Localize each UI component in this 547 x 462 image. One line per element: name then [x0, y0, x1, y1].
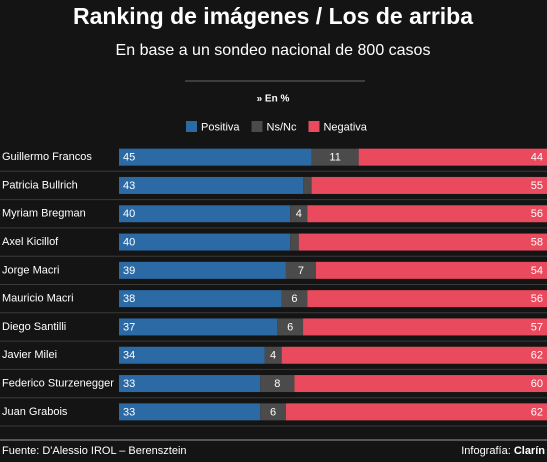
bar-segment	[119, 403, 261, 421]
bar-segment	[358, 148, 547, 166]
bar-segment	[285, 261, 316, 279]
unit-note: » En %	[257, 94, 290, 105]
credit-brand: Clarín	[514, 445, 545, 457]
bar-segment	[303, 176, 312, 194]
credit-label: Infografía:	[461, 445, 514, 457]
value-label: 11	[329, 152, 340, 164]
category-label: Jorge Macri	[2, 264, 59, 276]
bar-segment	[294, 375, 547, 393]
bar-segment	[303, 318, 547, 336]
value-label: 58	[531, 236, 543, 248]
bar-segment	[290, 205, 308, 223]
bar-segment	[119, 148, 312, 166]
category-label: Federico Sturzenegger	[2, 377, 114, 389]
legend-label: Ns/Nc	[267, 121, 297, 133]
value-label: 34	[123, 350, 135, 362]
category-label: Mauricio Macri	[2, 293, 74, 305]
category-label: Patricia Bullrich	[2, 179, 78, 191]
category-label: Juan Grabois	[2, 406, 68, 418]
category-label: Guillermo Francos	[2, 151, 92, 163]
bar-segment	[307, 290, 547, 308]
value-label: 8	[274, 378, 280, 390]
bar-segment	[315, 261, 547, 279]
bar-segment	[119, 318, 278, 336]
value-label: 6	[291, 293, 297, 305]
value-label: 56	[531, 208, 543, 220]
chart-subtitle: En base a un sondeo nacional de 800 caso…	[116, 42, 431, 59]
value-label: 60	[531, 378, 543, 390]
bar-segment	[260, 403, 286, 421]
credit: Infografía: Clarín	[461, 445, 545, 457]
value-label: 6	[270, 406, 276, 418]
source: Fuente: D'Alessio IROL – Berensztein	[2, 445, 187, 457]
value-label: 44	[531, 152, 543, 164]
bar-segment	[298, 233, 547, 251]
bar-segment	[281, 346, 547, 364]
category-label: Axel Kicillof	[2, 236, 59, 248]
value-label: 57	[531, 321, 543, 333]
bar-segment	[264, 346, 282, 364]
legend-swatch	[251, 121, 263, 132]
value-label: 40	[123, 208, 135, 220]
legend-swatch	[308, 121, 320, 132]
category-label: Myriam Bregman	[2, 208, 86, 220]
legend-swatch	[186, 121, 197, 132]
legend-label: Negativa	[323, 121, 367, 133]
bar-segment	[260, 375, 295, 393]
bar-segment	[307, 205, 547, 223]
chart-title: Ranking de imágenes / Los de arriba	[73, 3, 473, 29]
bar-segment	[311, 176, 547, 194]
bar-segment	[277, 318, 304, 336]
bar-segment	[119, 261, 286, 279]
value-label: 4	[270, 350, 276, 362]
value-label: 40	[123, 236, 135, 248]
value-label: 56	[531, 293, 543, 305]
value-label: 54	[531, 265, 543, 277]
value-label: 43	[123, 180, 135, 192]
bar-segment	[290, 233, 299, 251]
value-label: 33	[123, 406, 135, 418]
value-label: 62	[531, 350, 543, 362]
value-label: 38	[123, 293, 135, 305]
bar-segment	[119, 205, 291, 223]
value-label: 6	[287, 321, 293, 333]
bar-segment	[119, 375, 261, 393]
category-label: Javier Milei	[2, 349, 57, 361]
value-label: 7	[298, 265, 304, 277]
bar-segment	[311, 148, 359, 166]
bar-segment	[285, 403, 547, 421]
legend-label: Positiva	[201, 121, 240, 133]
bar-segment	[119, 290, 282, 308]
value-label: 45	[123, 152, 135, 164]
bar-segment	[119, 346, 265, 364]
value-label: 39	[123, 265, 135, 277]
value-label: 55	[531, 180, 543, 192]
value-label: 4	[296, 208, 302, 220]
value-label: 62	[531, 406, 543, 418]
value-label: 33	[123, 378, 135, 390]
bar-segment	[119, 176, 304, 194]
value-label: 37	[123, 321, 135, 333]
bar-segment	[281, 290, 308, 308]
category-label: Diego Santilli	[2, 321, 66, 333]
bar-segment	[119, 233, 291, 251]
